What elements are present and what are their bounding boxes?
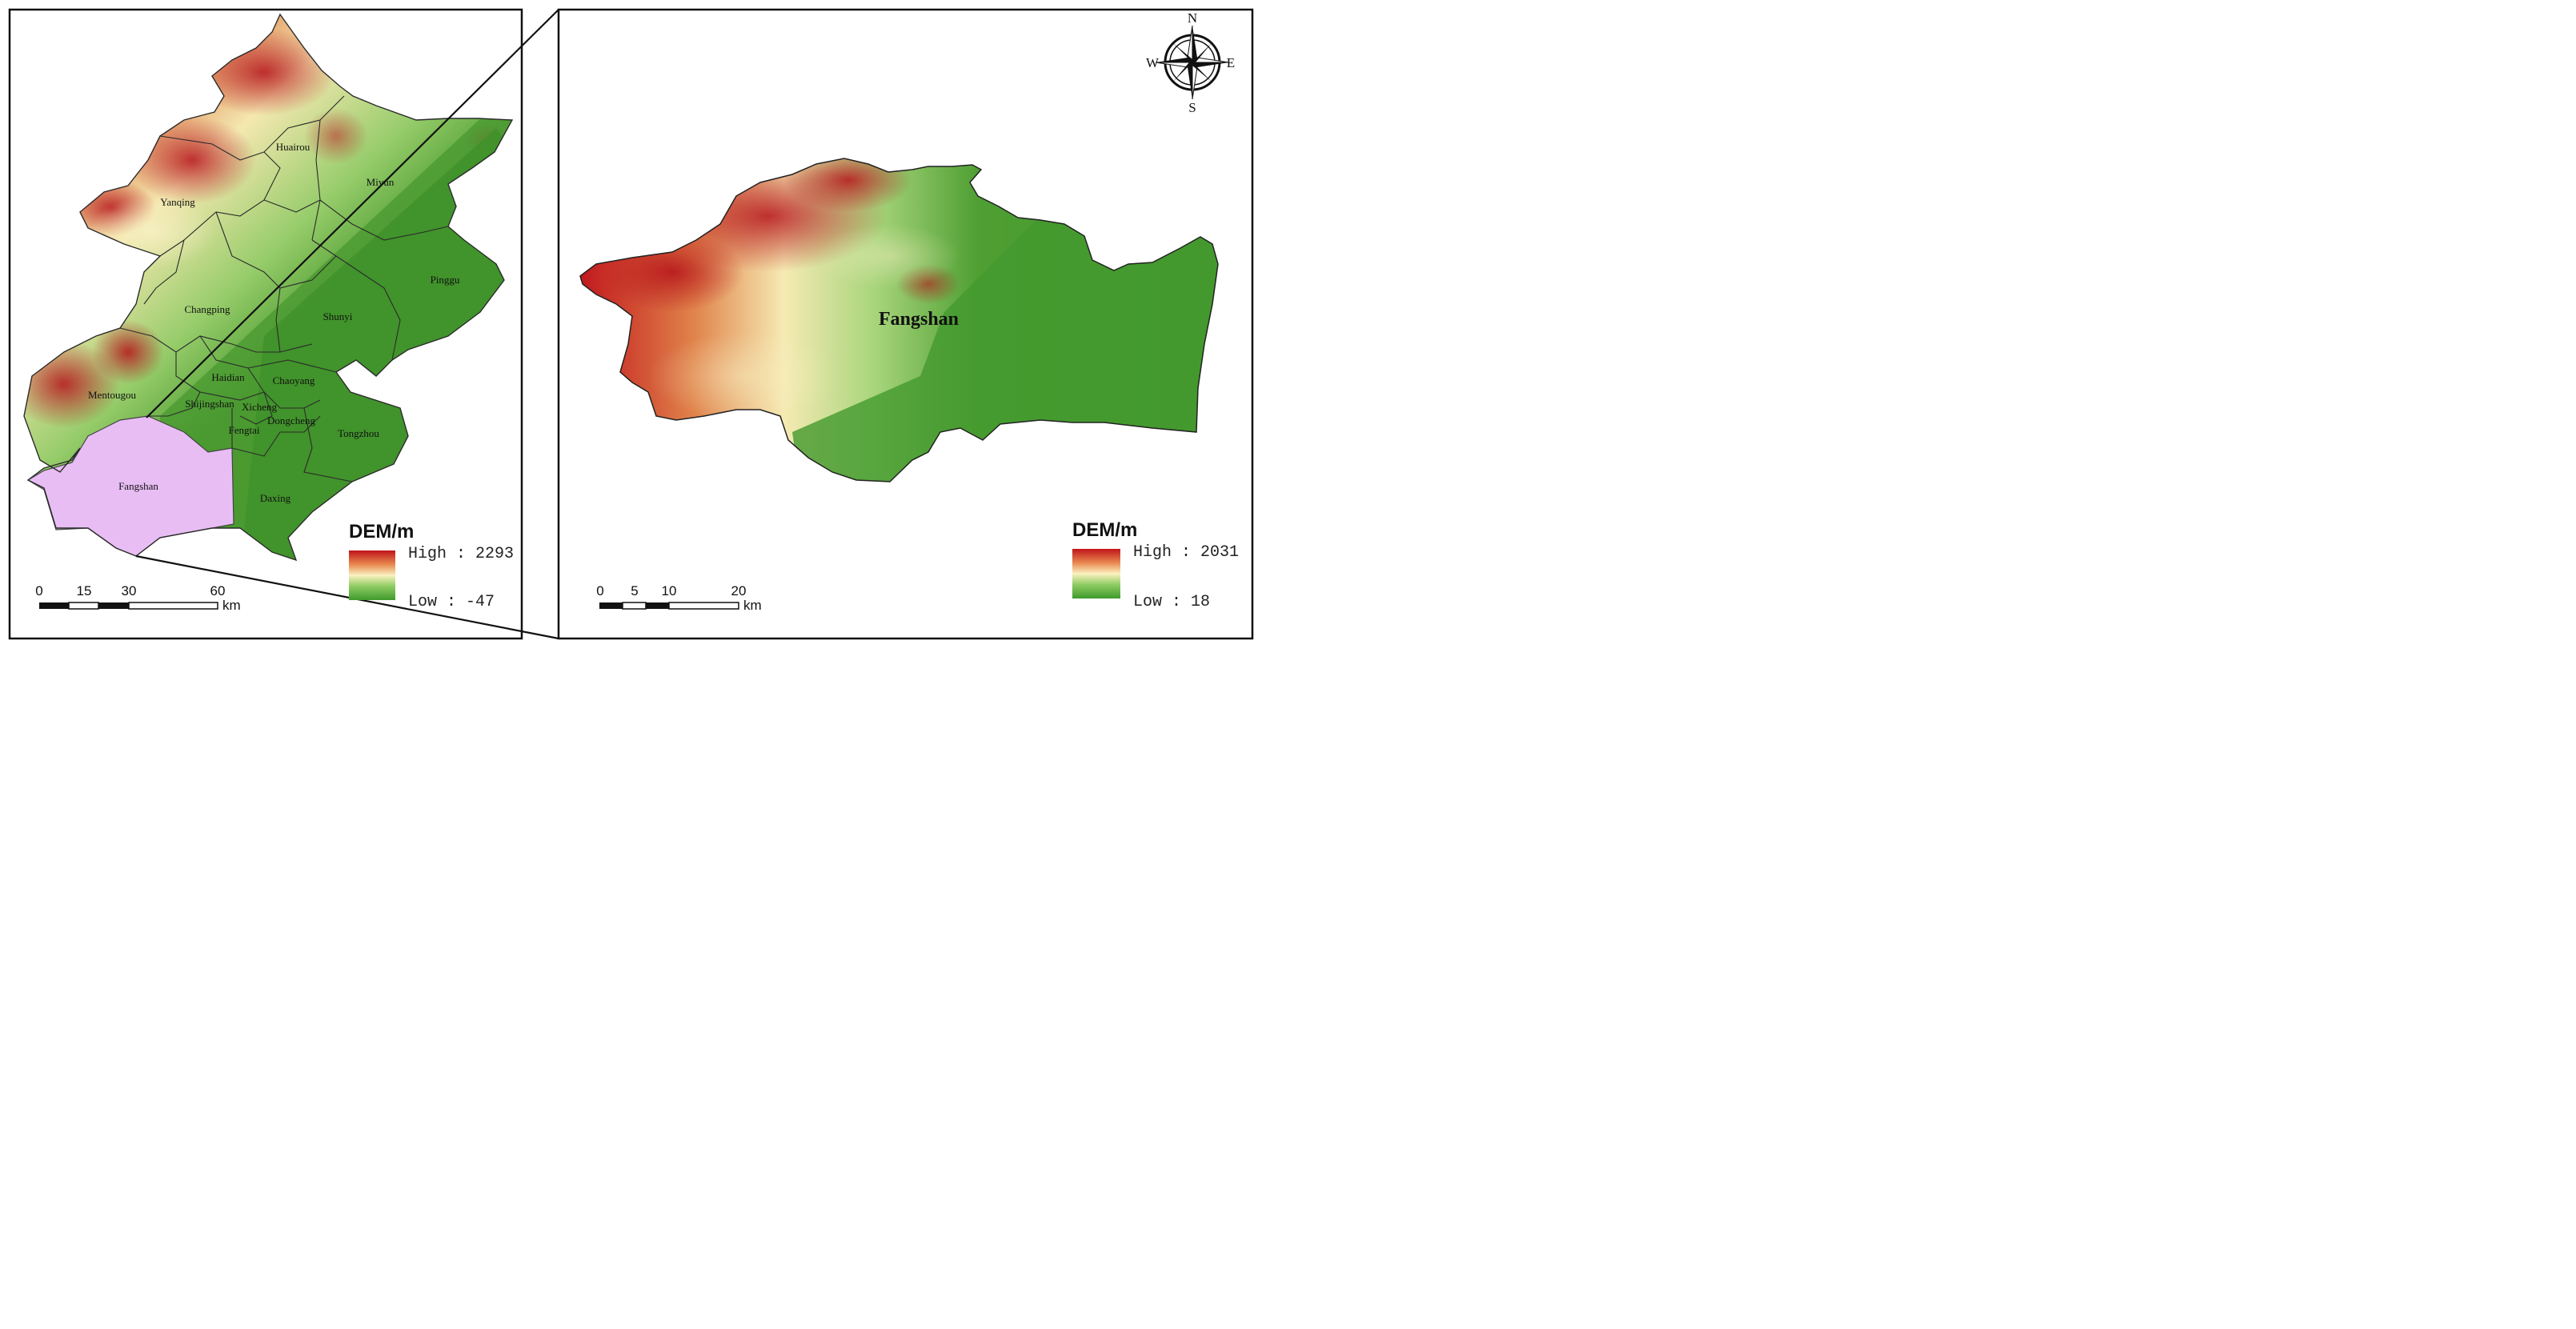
detail-legend-title: DEM/m bbox=[1072, 519, 1137, 541]
compass-e: E bbox=[1227, 55, 1235, 70]
label-chaoyang: Chaoyang bbox=[273, 374, 315, 386]
overview-scale-tick-2: 30 bbox=[122, 583, 137, 598]
overview-map-panel: Yanqing Huairou Miyun Pinggu Changping S… bbox=[8, 8, 559, 640]
label-changping: Changping bbox=[184, 303, 230, 315]
compass-rose-icon: N S E W bbox=[1146, 10, 1235, 115]
overview-legend: DEM/m High : 2293 Low : -47 bbox=[349, 521, 514, 611]
label-haidian: Haidian bbox=[211, 371, 245, 383]
compass-s: S bbox=[1188, 100, 1196, 115]
detail-label-fangshan: Fangshan bbox=[879, 309, 959, 330]
detail-legend-high: High : 2031 bbox=[1133, 543, 1239, 562]
overview-legend-low: Low : -47 bbox=[408, 593, 495, 611]
label-huairou: Huairou bbox=[276, 141, 310, 153]
overview-scale-tick-3: 60 bbox=[210, 583, 226, 598]
detail-legend-low: Low : 18 bbox=[1133, 593, 1210, 611]
label-fangshan: Fangshan bbox=[118, 480, 158, 492]
detail-scale-tick-0: 0 bbox=[596, 583, 603, 598]
district-boundaries bbox=[119, 95, 449, 482]
detail-legend-ramp bbox=[1072, 549, 1120, 598]
district-labels: Yanqing Huairou Miyun Pinggu Changping S… bbox=[88, 141, 460, 504]
fangshan-boundary bbox=[579, 158, 1219, 482]
label-yanqing: Yanqing bbox=[160, 196, 195, 208]
label-shunyi: Shunyi bbox=[323, 310, 353, 322]
label-daxing: Daxing bbox=[260, 492, 291, 504]
detail-scale-unit: km bbox=[743, 598, 762, 613]
overview-scale-unit: km bbox=[222, 598, 241, 613]
detail-scale-bar: 0 5 10 20 km bbox=[596, 583, 761, 613]
detail-scale-tick-3: 20 bbox=[731, 583, 747, 598]
label-xicheng: Xicheng bbox=[242, 401, 278, 413]
detail-scale-tick-2: 10 bbox=[662, 583, 677, 598]
label-mentougou: Mentougou bbox=[88, 389, 136, 401]
beijing-boundary bbox=[23, 13, 514, 562]
label-miyun: Miyun bbox=[367, 176, 395, 188]
overview-scale-tick-1: 15 bbox=[77, 583, 92, 598]
overview-legend-ramp bbox=[349, 550, 395, 600]
label-pinggu: Pinggu bbox=[431, 274, 460, 286]
overview-legend-title: DEM/m bbox=[349, 521, 414, 542]
detail-scale-tick-1: 5 bbox=[631, 583, 638, 598]
label-tongzhou: Tongzhou bbox=[338, 427, 379, 439]
label-shijingshan: Shijingshan bbox=[185, 398, 234, 410]
overview-scale-tick-0: 0 bbox=[35, 583, 42, 598]
detail-map-panel: Fangshan N S E W DEM/m High : 20 bbox=[557, 8, 1254, 640]
compass-n: N bbox=[1188, 10, 1197, 26]
compass-w: W bbox=[1146, 55, 1160, 70]
connector-top bbox=[146, 9, 559, 418]
connector-bottom bbox=[135, 554, 559, 640]
overview-scale-bar: 0 15 30 60 km bbox=[35, 583, 240, 613]
overview-legend-high: High : 2293 bbox=[408, 545, 514, 563]
label-dongcheng: Dongcheng bbox=[267, 414, 315, 426]
label-fengtai: Fengtai bbox=[229, 424, 260, 436]
detail-legend: DEM/m High : 2031 Low : 18 bbox=[1072, 519, 1239, 611]
